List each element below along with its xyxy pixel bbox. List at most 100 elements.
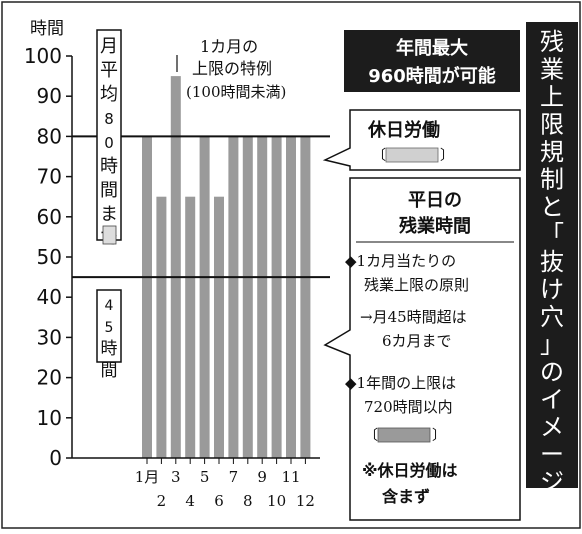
vertical-char: 4 [105, 298, 114, 314]
y-axis-ticks: 0 10 20 30 40 50 60 70 80 90 100 [24, 44, 72, 470]
vertical-char: 均 [100, 84, 118, 105]
weekday-bar [170, 76, 181, 458]
y-tick-label: 60 [37, 205, 62, 229]
vertical-char: 」 [540, 331, 564, 359]
x-tick-label: 2 [157, 492, 167, 510]
y-tick-label: 70 [37, 165, 62, 189]
annual-max-line2: 960時間が可能 [368, 65, 496, 87]
y-tick-label: 40 [37, 285, 62, 309]
weekday-bar [214, 196, 224, 458]
holiday-bracket-right: 〕 [440, 148, 454, 164]
rule1-line4: 6カ月まで [382, 332, 452, 350]
limit-45-box [96, 289, 122, 363]
vertical-char: 時 [100, 156, 118, 177]
weekday-overtime-swatch [377, 427, 431, 443]
weekday-bar [257, 136, 268, 458]
weekday-callout-box [323, 177, 521, 521]
side-title-panel [526, 22, 578, 488]
vertical-char: 規 [540, 138, 564, 166]
holiday-callout-box [322, 109, 521, 171]
weekday-bracket-left: 〔 [364, 428, 378, 444]
weekday-bracket-right: 〕 [432, 428, 446, 444]
vertical-char: 間 [101, 361, 118, 381]
vertical-char: 「 [540, 221, 564, 249]
special-case-line1: 1カ月の [200, 37, 258, 56]
vertical-char: 0 [104, 134, 114, 152]
annual-max-line1: 年間最大 [396, 37, 468, 59]
note-line1: ※休日労働は [362, 461, 458, 480]
y-tick-label: 10 [37, 406, 62, 430]
vertical-char: 業 [540, 56, 564, 84]
vertical-char: ま [100, 204, 118, 225]
x-tick-label: 5 [200, 468, 210, 486]
y-tick-label: 80 [37, 124, 62, 148]
annual-max-panel [344, 30, 520, 92]
vertical-char: 残 [540, 28, 564, 56]
rule2-line2: 720時間以内 [364, 398, 453, 416]
note-line2: 含まず [382, 487, 430, 506]
vertical-char: 平 [100, 60, 118, 81]
vertical-char: イ [540, 386, 564, 414]
weekday-bar [271, 136, 282, 458]
vertical-char: ー [540, 441, 564, 469]
weekday-title-line1: 平日の [408, 190, 462, 211]
rule2-line1: ◆1年間の上限は [345, 374, 456, 392]
y-tick-label: 100 [24, 44, 62, 68]
x-tick-label: 3 [171, 468, 181, 486]
x-tick-label: 8 [243, 492, 253, 510]
weekday-bar [286, 136, 296, 458]
x-tick-label: 1月 [135, 468, 160, 486]
y-tick-label: 50 [37, 245, 62, 269]
vertical-char: 月 [100, 36, 118, 57]
vertical-char: 上 [540, 83, 564, 111]
x-tick-label: 6 [214, 492, 224, 510]
vertical-char: と [540, 193, 564, 221]
weekday-bar [185, 196, 196, 458]
x-tick-label: 7 [229, 468, 239, 486]
monthly-avg-box [96, 29, 122, 241]
rule1-line2: 残業上限の原則 [364, 276, 469, 294]
weekday-bar [199, 136, 210, 458]
vertical-char: 5 [105, 320, 114, 336]
vertical-char: 間 [100, 180, 118, 201]
holiday-swatch-small [102, 225, 117, 245]
limit-45-label: 4 5 時間 [101, 298, 118, 381]
holiday-work-label: 休日労働 [367, 119, 440, 141]
vertical-char: 限 [540, 111, 564, 139]
vertical-char: 8 [104, 110, 114, 128]
x-tick-label: 4 [185, 492, 195, 510]
vertical-char: 穴 [540, 303, 564, 331]
x-tick-label: 9 [257, 468, 267, 486]
vertical-char: 時 [101, 339, 118, 359]
vertical-char: 制 [540, 166, 564, 194]
special-case-line3: (100時間未満) [186, 83, 286, 101]
x-axis-labels: 1月 3 5 7 9 11 2 4 6 8 10 12 [135, 458, 315, 510]
y-tick-label: 20 [37, 366, 62, 390]
y-tick-label: 0 [49, 446, 62, 470]
weekday-bar [156, 196, 167, 458]
vertical-char: ジ [540, 468, 564, 496]
y-tick-label: 90 [37, 84, 62, 108]
weekday-bar [242, 136, 253, 458]
vertical-char: け [540, 276, 564, 304]
weekday-bar [228, 136, 239, 458]
special-case-line2: 上限の特例 [192, 59, 272, 78]
weekday-title-line2: 残業時間 [399, 215, 471, 237]
rule1-line1: ◆1カ月当たりの [345, 252, 456, 270]
vertical-char: メ [540, 413, 564, 441]
weekday-bar [300, 136, 311, 458]
bars-group [142, 76, 311, 458]
y-tick-label: 30 [37, 325, 62, 349]
vertical-char: 抜 [540, 248, 564, 276]
x-tick-label: 11 [281, 468, 300, 486]
holiday-bracket-left: 〔 [372, 148, 386, 164]
y-axis-title: 時間 [30, 19, 64, 39]
x-tick-label: 12 [296, 492, 315, 510]
holiday-work-swatch [385, 147, 439, 163]
weekday-bar [142, 136, 152, 458]
x-tick-label: 10 [267, 492, 286, 510]
vertical-char: の [540, 358, 564, 386]
